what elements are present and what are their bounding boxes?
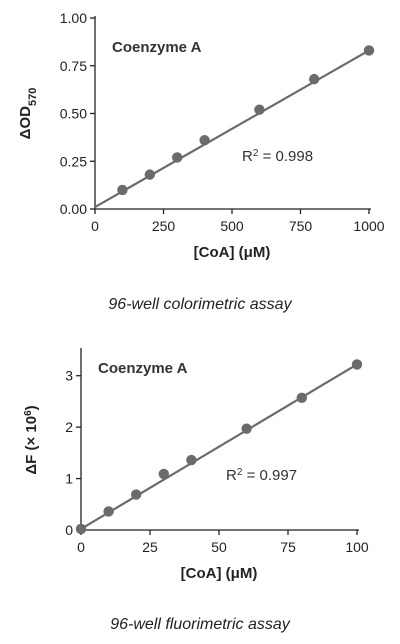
y-tick-label: 1.00 <box>60 10 87 26</box>
x-tick-label: 100 <box>345 539 369 555</box>
chart-annotation: Coenzyme A <box>112 39 202 56</box>
x-tick-label: 0 <box>77 539 85 555</box>
y-tick-label: 0 <box>65 522 73 538</box>
x-axis-label: [CoA] (μM) <box>194 244 271 261</box>
data-point <box>158 468 169 480</box>
data-point <box>296 392 307 404</box>
data-point <box>131 489 142 500</box>
data-point <box>117 184 128 196</box>
y-tick-label: 2 <box>65 419 73 435</box>
y-axis-label: ΔOD570 <box>17 88 39 140</box>
fit-line <box>80 363 358 530</box>
y-tick-label: 0.50 <box>60 106 87 122</box>
data-point <box>241 423 252 434</box>
data-point <box>254 104 265 115</box>
x-tick-label: 250 <box>152 218 176 234</box>
fluorimetric-caption: 96-well fluorimetric assay <box>110 616 290 633</box>
y-tick-label: 0.25 <box>60 153 87 169</box>
fit-line <box>94 49 370 209</box>
data-point <box>351 359 363 370</box>
data-point <box>144 169 155 180</box>
data-point <box>199 135 210 146</box>
r-squared-label: R2 = 0.997 <box>226 467 297 485</box>
data-point <box>363 45 375 56</box>
data-point <box>186 454 197 466</box>
data-point <box>309 73 320 85</box>
y-tick-label: 1 <box>65 471 73 487</box>
data-point <box>172 152 183 163</box>
x-axis-label: [CoA] (μM) <box>181 565 258 582</box>
data-point <box>75 523 87 535</box>
colorimetric-caption: 96-well colorimetric assay <box>108 296 292 313</box>
x-tick-label: 750 <box>289 218 313 234</box>
x-tick-label: 1000 <box>353 218 384 234</box>
y-tick-label: 3 <box>65 368 73 384</box>
x-tick-label: 500 <box>220 218 244 234</box>
chart-annotation: Coenzyme A <box>98 360 188 377</box>
x-tick-label: 50 <box>211 539 227 555</box>
r-squared-label: R2 = 0.998 <box>242 148 313 166</box>
x-tick-label: 75 <box>280 539 296 555</box>
y-tick-label: 0.75 <box>60 58 87 74</box>
data-point <box>103 506 114 517</box>
fluorimetric-chart: 0 1 2 3 0 25 50 75 100 [CoA] (μM) ΔF (× 106) Coenzy… <box>23 348 369 582</box>
colorimetric-chart: 0.00 0.25 0.50 0.75 1.00 0 250 500 750 1000 [CoA] … <box>17 10 385 261</box>
x-tick-label: 0 <box>91 218 99 234</box>
x-tick-label: 25 <box>142 539 158 555</box>
y-tick-label: 0.00 <box>60 201 87 217</box>
y-axis-label: ΔF (× 106) <box>23 405 41 474</box>
